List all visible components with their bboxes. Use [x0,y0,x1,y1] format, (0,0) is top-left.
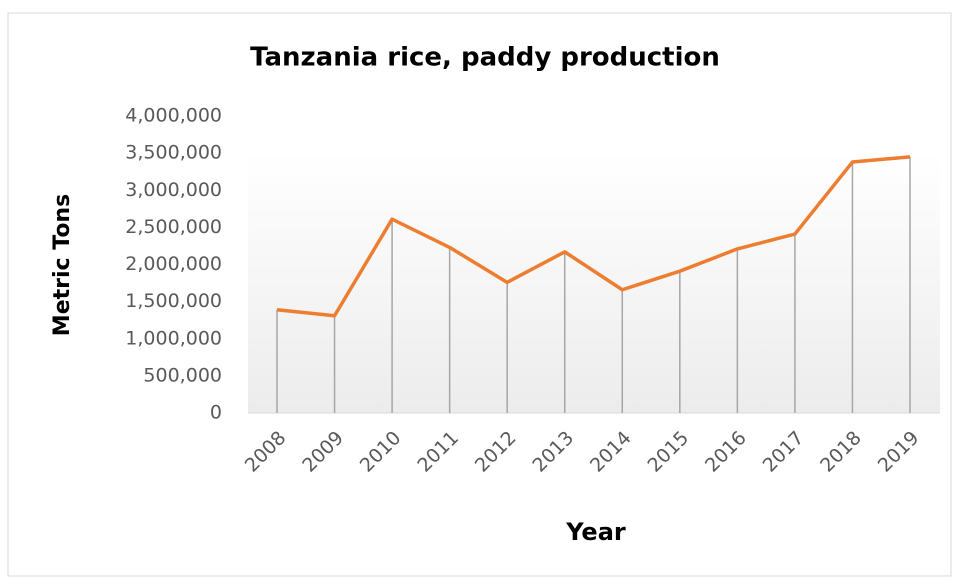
y-tick-label: 2,500,000 [125,216,222,238]
x-axis-title: Year [565,518,626,546]
y-tick-label: 1,500,000 [125,290,222,312]
y-tick-label: 4,000,000 [125,105,222,127]
y-tick-label: 3,000,000 [125,179,222,201]
y-tick-label: 1,000,000 [125,327,222,349]
y-tick-label: 3,500,000 [125,142,222,164]
chart-title: Tanzania rice, paddy production [250,43,720,73]
series-line [276,155,911,318]
plot-area [248,152,940,413]
y-axis-title: Metric Tons [50,194,75,336]
y-tick-label: 2,000,000 [125,253,222,275]
y-tick-label: 500,000 [143,364,222,386]
y-tick-label: 0 [210,402,222,424]
